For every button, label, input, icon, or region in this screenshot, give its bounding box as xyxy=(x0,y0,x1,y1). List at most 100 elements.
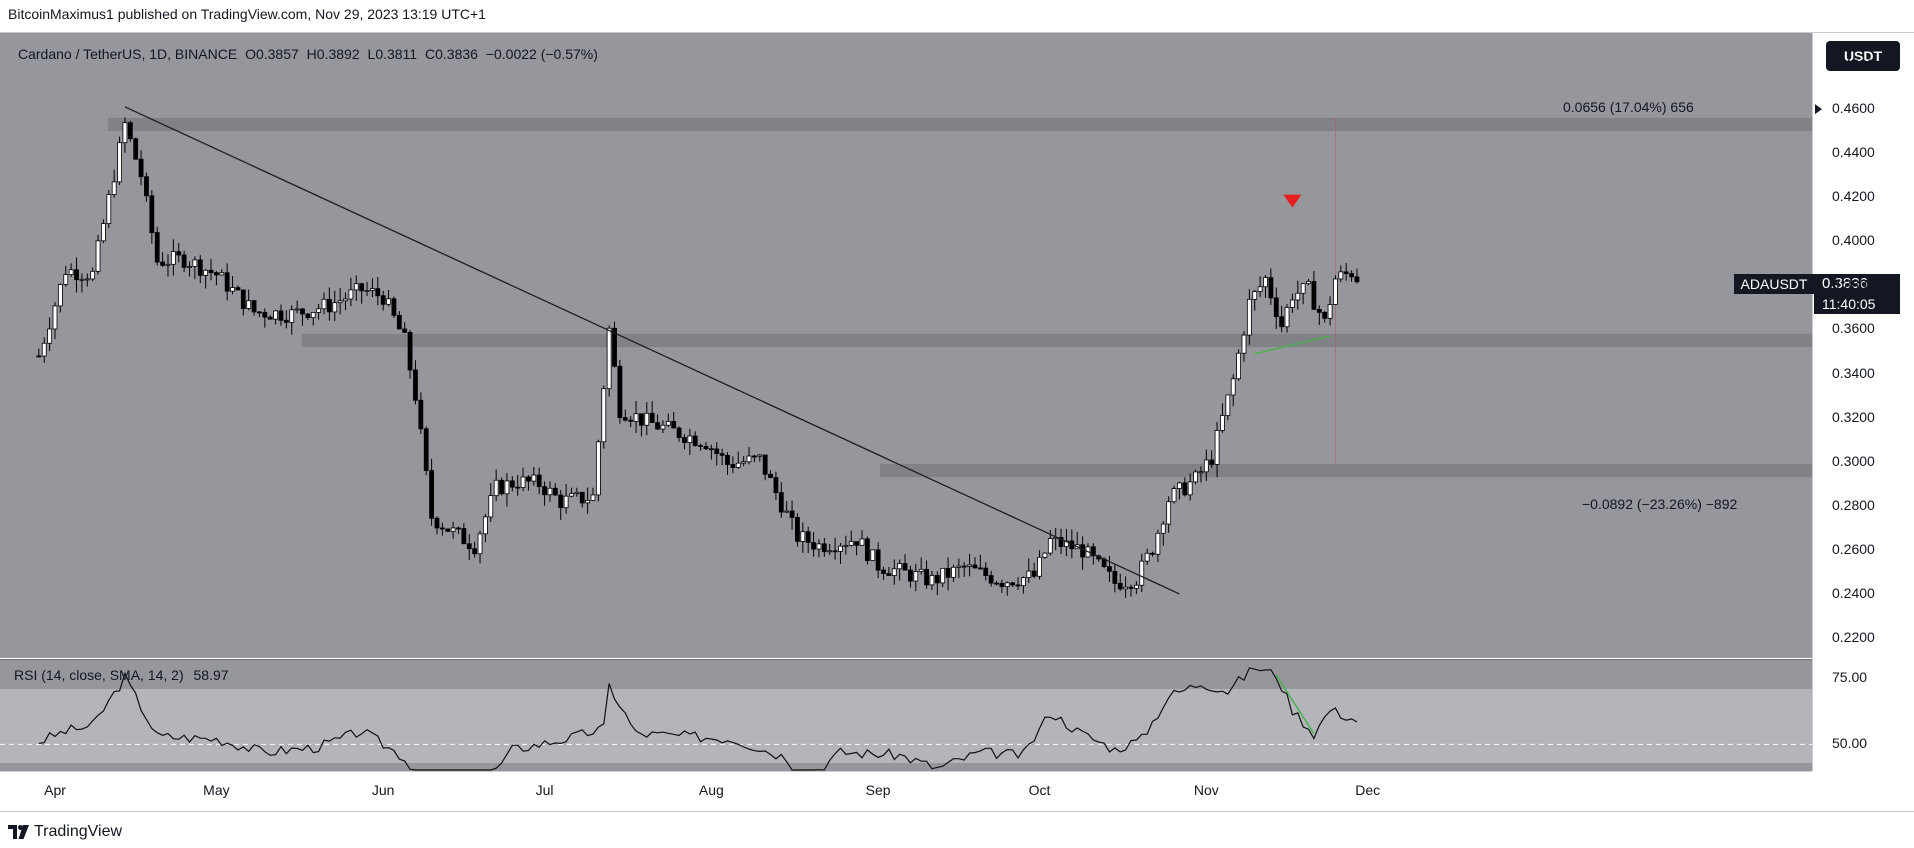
candle-body xyxy=(240,289,246,309)
time-axis-label: Dec xyxy=(1355,782,1381,798)
price-scale[interactable] xyxy=(1812,33,1914,771)
candle-body xyxy=(461,528,467,545)
candle-body xyxy=(52,305,58,330)
candle-body xyxy=(805,531,811,543)
candle-body xyxy=(1225,394,1231,416)
candle-body xyxy=(940,567,946,584)
candle-body xyxy=(1166,501,1172,525)
currency-button[interactable]: USDT xyxy=(1826,41,1900,71)
rsi-value: 58.97 xyxy=(193,667,229,683)
candle-body xyxy=(1042,552,1048,558)
candle-body xyxy=(1279,316,1285,328)
legend-l-label: L xyxy=(367,46,376,62)
candle-body xyxy=(1123,586,1129,590)
countdown-tag: 11:40:05 xyxy=(1814,294,1900,314)
candle-body xyxy=(1252,291,1258,300)
candle-body xyxy=(294,308,300,311)
candle-body xyxy=(192,259,198,267)
candle-body xyxy=(203,269,209,276)
candle-body xyxy=(246,300,252,309)
candle-body xyxy=(595,441,601,496)
candle-body xyxy=(1311,281,1317,310)
candle-body xyxy=(1349,273,1354,278)
candle-body xyxy=(1295,292,1301,301)
candle-body xyxy=(612,327,617,367)
candle-body xyxy=(1144,552,1150,562)
candle-body xyxy=(1128,586,1134,589)
time-axis-label: Jun xyxy=(371,782,395,798)
price-scale-arrow xyxy=(1815,104,1822,115)
candle-body xyxy=(1220,415,1225,431)
candle-body xyxy=(413,369,418,401)
candle-body xyxy=(84,278,90,281)
price-tick-label: 0.3000 xyxy=(1832,452,1875,469)
candle-body xyxy=(617,365,623,419)
support-zone xyxy=(880,463,1812,478)
candle-body xyxy=(1160,523,1166,534)
candle-body xyxy=(789,510,795,518)
candle-body xyxy=(181,254,187,268)
candle-body xyxy=(230,287,235,292)
candle-body xyxy=(676,427,682,438)
candle-body xyxy=(1047,538,1053,554)
tradingview-logo[interactable]: TradingView xyxy=(8,823,122,841)
candle-body xyxy=(951,566,956,578)
candle-body xyxy=(316,308,322,313)
candle-body xyxy=(552,487,558,496)
candle-body xyxy=(450,527,456,532)
candle-body xyxy=(273,310,278,320)
candle-body xyxy=(1187,481,1193,496)
candle-body xyxy=(493,479,499,497)
candle-body xyxy=(251,300,257,313)
candle-body xyxy=(682,437,687,444)
candle-body xyxy=(1117,583,1123,590)
candle-body xyxy=(396,314,402,330)
candle-body xyxy=(854,541,860,546)
resistance-zone-top xyxy=(108,117,1812,132)
time-axis[interactable] xyxy=(0,771,1812,811)
candle-body xyxy=(391,298,397,316)
candle-body xyxy=(983,567,989,576)
candle-body xyxy=(359,283,365,292)
candle-body xyxy=(267,316,273,320)
candle-body xyxy=(585,499,591,504)
candle-body xyxy=(698,445,703,447)
candle-body xyxy=(891,568,897,576)
symbol-legend: Cardano / TetherUS, 1D, BINANCE O0.3857 … xyxy=(18,46,598,62)
candle-body xyxy=(144,176,149,197)
candle-body xyxy=(870,549,876,561)
candle-body xyxy=(730,464,736,468)
candle-body xyxy=(515,486,521,489)
candle-body xyxy=(133,138,139,160)
candle-body xyxy=(843,544,849,547)
candle-body xyxy=(768,473,773,478)
candle-body xyxy=(1015,584,1021,587)
time-axis-label: Nov xyxy=(1193,782,1219,798)
candle-body xyxy=(934,575,940,584)
candle-body xyxy=(176,251,182,256)
candle-body xyxy=(278,310,284,321)
candle-body xyxy=(117,142,122,183)
candle-body xyxy=(838,545,843,552)
candle-body xyxy=(811,542,816,550)
price-tick-label: 0.2800 xyxy=(1832,496,1875,513)
candle-body xyxy=(197,259,203,276)
candle-body xyxy=(418,399,424,430)
footer-brand: TradingView xyxy=(34,823,123,840)
candle-body xyxy=(1133,584,1139,589)
candle-body xyxy=(827,550,833,553)
time-axis-label: Oct xyxy=(1028,782,1051,798)
price-tick-label: 0.3200 xyxy=(1832,408,1875,425)
legend-open: 0.3857 xyxy=(255,46,299,62)
candle-body xyxy=(1080,544,1085,558)
legend-change: −0.0022 (−0.57%) xyxy=(485,46,598,62)
candle-body xyxy=(1290,299,1295,308)
candle-body xyxy=(1150,552,1155,555)
candle-body xyxy=(848,541,854,546)
candle-body xyxy=(332,302,338,313)
candle-body xyxy=(913,571,919,582)
candle-body xyxy=(875,549,881,571)
legend-o-label: O xyxy=(245,46,256,62)
candle-body xyxy=(1107,566,1112,572)
